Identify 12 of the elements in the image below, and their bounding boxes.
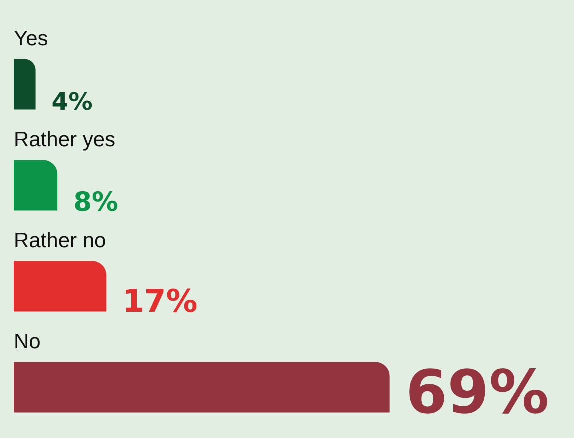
y-tick-label: Rather no [14,229,106,252]
bar [14,59,36,110]
bar [14,362,390,413]
y-tick-label: Rather yes [14,128,116,152]
data-label: 17% [122,284,198,320]
data-label: 69% [406,358,550,428]
data-label: 4% [52,88,93,116]
bar [14,160,58,211]
y-tick-label: Yes [14,27,48,50]
bar [14,261,107,312]
y-tick-label: No [14,330,41,354]
data-label: 8% [74,186,118,218]
